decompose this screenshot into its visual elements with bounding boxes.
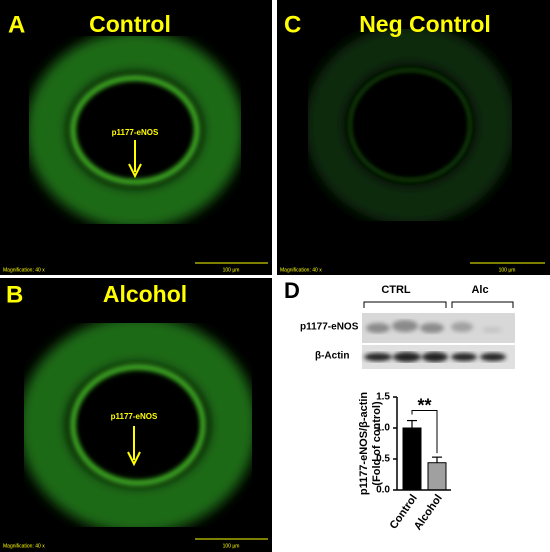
arrow-label: p1177-eNOS — [112, 128, 159, 137]
bar — [402, 427, 422, 491]
vessel-ring — [26, 31, 244, 229]
panel-title: Alcohol — [103, 281, 187, 307]
bar — [427, 462, 447, 491]
blot-bands — [364, 352, 506, 362]
panel-title: Control — [89, 11, 171, 37]
vessel-lumen-edge — [348, 68, 472, 182]
y-tick-label: 0.0 — [376, 485, 390, 496]
significance: ** — [417, 395, 431, 415]
panel-letter: A — [8, 11, 25, 38]
scale-label: 100 µm — [223, 543, 240, 549]
significance-bracket — [411, 410, 438, 454]
arrow-head — [127, 451, 141, 467]
y-axis-label: (Fold of control) — [371, 401, 383, 486]
vessel-ring — [305, 25, 515, 225]
panel-a: A Control p1177-eNOS Magnification: 40 x… — [0, 0, 272, 275]
vessel-lumen-edge — [70, 75, 200, 185]
y-tick-label: 0.5 — [376, 454, 390, 465]
blot-row-label: β-Actin — [315, 351, 349, 362]
arrow-head — [128, 163, 142, 179]
scale-label: 100 µm — [223, 267, 240, 273]
arrow-label: p1177-eNOS — [111, 412, 158, 421]
panel-letter: D — [284, 278, 300, 303]
bar-chart: 0.0 0.5 1.0 1.5 p1177-eNOS/β-actin (Fold of c… — [358, 392, 451, 532]
panel-title: Neg Control — [359, 11, 491, 37]
blot-bands — [366, 320, 502, 333]
y-tick-label: 1.5 — [376, 392, 390, 403]
group-label: CTRL — [381, 284, 411, 296]
group-bracket — [363, 301, 447, 308]
magnification: Magnification: 40 x — [3, 267, 45, 273]
y-tick-label: 1.0 — [376, 423, 390, 434]
vessel-ring — [19, 316, 257, 534]
panel-letter: C — [284, 11, 301, 38]
magnification: Magnification: 40 x — [3, 543, 45, 549]
panel-b: B Alcohol p1177-eNOS Magnification: 40 x… — [0, 278, 272, 552]
panel-d: D CTRL Alc p1177-eNOS β-Actin — [284, 278, 515, 369]
magnification: Magnification: 40 x — [280, 267, 322, 273]
group-bracket — [451, 301, 514, 308]
group-label: Alc — [471, 284, 488, 296]
y-axis-label: p1177-eNOS/β-actin — [358, 392, 370, 496]
panel-letter: B — [6, 281, 23, 308]
scale-label: 100 µm — [499, 267, 516, 273]
panel-c: C Neg Control Magnification: 40 x 100 µm — [277, 0, 550, 275]
vessel-lumen-edge — [70, 364, 206, 486]
blot-row-label: p1177-eNOS — [300, 322, 359, 333]
